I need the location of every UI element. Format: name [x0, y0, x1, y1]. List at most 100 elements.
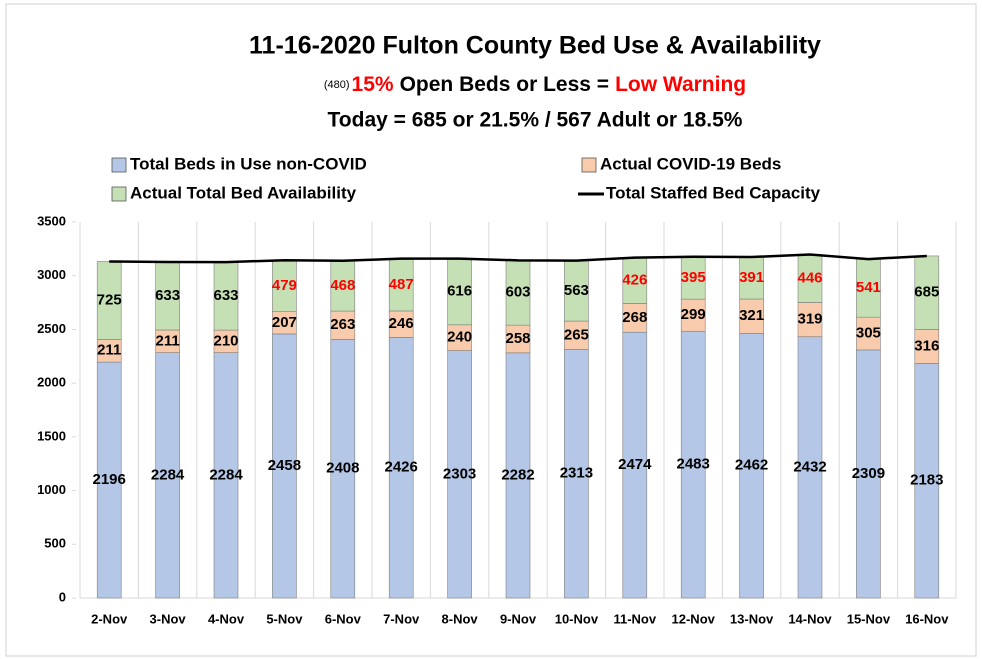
data-label: 211	[155, 332, 179, 349]
subtitle: Today = 685 or 21.5% / 567 Adult or 18.5…	[328, 109, 743, 132]
bar-segment	[447, 324, 472, 351]
chart-title: 11-16-2020 Fulton County Bed Use & Avail…	[249, 32, 821, 60]
data-label: 2196	[93, 471, 126, 488]
data-label: 2313	[560, 465, 593, 482]
data-label: 2462	[735, 457, 768, 474]
data-label: 563	[564, 282, 589, 299]
subtitle: (480)15% Open Beds or Less = Low Warning	[324, 73, 746, 96]
data-label: 2483	[677, 456, 710, 473]
bar-segment	[797, 254, 823, 303]
data-label: 263	[330, 316, 355, 333]
y-tick-label: 2500	[37, 321, 66, 336]
bar-segment	[96, 361, 122, 599]
x-tick-label: 7-Nov	[383, 611, 420, 626]
data-label: 468	[330, 277, 355, 294]
x-tick-label: 8-Nov	[442, 611, 479, 626]
data-label: 446	[797, 269, 822, 286]
subtitle-part: 15%	[352, 73, 394, 96]
data-label: 487	[389, 276, 414, 293]
x-tick-label: 11-Nov	[613, 611, 656, 626]
bar-segment	[564, 349, 589, 599]
bar-segment	[447, 258, 472, 326]
data-label: 319	[797, 311, 822, 328]
capacity-line	[109, 253, 927, 264]
data-label: 299	[681, 306, 706, 323]
x-tick-label: 15-Nov	[847, 611, 891, 626]
bar-segment	[622, 257, 648, 304]
data-label: 2282	[501, 466, 534, 483]
legend-swatch	[111, 186, 127, 202]
bar-segment	[96, 261, 122, 340]
bar-segment	[388, 337, 414, 599]
bar-segment	[505, 260, 531, 326]
data-label: 725	[97, 291, 122, 308]
bar-segment	[914, 363, 940, 599]
x-tick-label: 6-Nov	[325, 611, 362, 626]
x-tick-label: 3-Nov	[150, 611, 187, 626]
data-label: 265	[564, 326, 589, 343]
legend-label: Actual Total Bed Availability	[130, 183, 357, 202]
bar-segment	[155, 352, 180, 599]
x-tick-label: 16-Nov	[905, 611, 949, 626]
bar-segment	[739, 298, 764, 334]
data-label: 210	[213, 332, 238, 349]
bar-segment	[272, 333, 297, 599]
data-label: 2432	[793, 458, 826, 475]
bar-segment	[797, 336, 823, 599]
y-tick-label: 1500	[37, 428, 66, 443]
bar-segment	[680, 330, 706, 599]
bar-segment	[914, 255, 940, 330]
data-label: 616	[447, 283, 472, 300]
bar-segment	[622, 303, 648, 333]
x-tick-label: 13-Nov	[730, 611, 774, 626]
legend-label: Total Beds in Use non-COVID	[130, 154, 367, 173]
x-tick-label: 2-Nov	[91, 611, 128, 626]
data-label: 207	[272, 314, 297, 331]
data-label: 395	[681, 269, 706, 286]
y-tick-label: 3500	[37, 213, 66, 228]
bar-segment	[680, 298, 706, 332]
data-label: 2408	[326, 460, 359, 477]
data-label: 541	[856, 279, 881, 296]
bar-segment	[564, 320, 589, 350]
x-tick-label: 4-Nov	[208, 611, 245, 626]
subtitle-part: Low Warning	[615, 73, 746, 96]
y-tick-label: 0	[59, 589, 66, 604]
y-tick-label: 3000	[37, 267, 66, 282]
legend-label: Actual COVID-19 Beds	[600, 154, 781, 173]
bar-segment	[622, 331, 648, 599]
chart-border	[5, 3, 977, 657]
x-tick-label: 14-Nov	[788, 611, 832, 626]
x-tick-label: 12-Nov	[672, 611, 716, 626]
bar-segment	[155, 261, 180, 331]
bar-segment	[564, 260, 589, 322]
subtitle-part: (480)	[324, 79, 350, 91]
bar-segment	[330, 260, 356, 312]
bar-segment	[856, 349, 881, 599]
bar-segment	[856, 258, 881, 318]
bar-segment	[914, 329, 940, 364]
data-label: 2474	[618, 456, 652, 473]
legend-swatch	[111, 157, 127, 173]
data-label: 321	[739, 307, 764, 324]
data-label: 316	[914, 337, 939, 354]
data-label: 2309	[852, 465, 885, 482]
data-label: 211	[97, 342, 121, 359]
x-tick-label: 5-Nov	[266, 611, 303, 626]
bar-segment	[330, 339, 356, 599]
bar-segment	[856, 316, 881, 351]
bar-segment	[447, 350, 472, 599]
bar-segment	[388, 310, 414, 338]
data-label: 391	[739, 269, 764, 286]
data-label: 2426	[385, 459, 418, 476]
data-label: 2458	[268, 457, 301, 474]
bar-segment	[213, 352, 239, 599]
legend-label: Total Staffed Bed Capacity	[606, 183, 821, 202]
data-label: 258	[505, 330, 530, 347]
x-tick-label: 10-Nov	[555, 611, 599, 626]
data-label: 2303	[443, 465, 476, 482]
subtitle-part: Open Beds or Less =	[400, 73, 610, 96]
data-label: 305	[856, 325, 881, 342]
bar-segment	[739, 256, 764, 300]
